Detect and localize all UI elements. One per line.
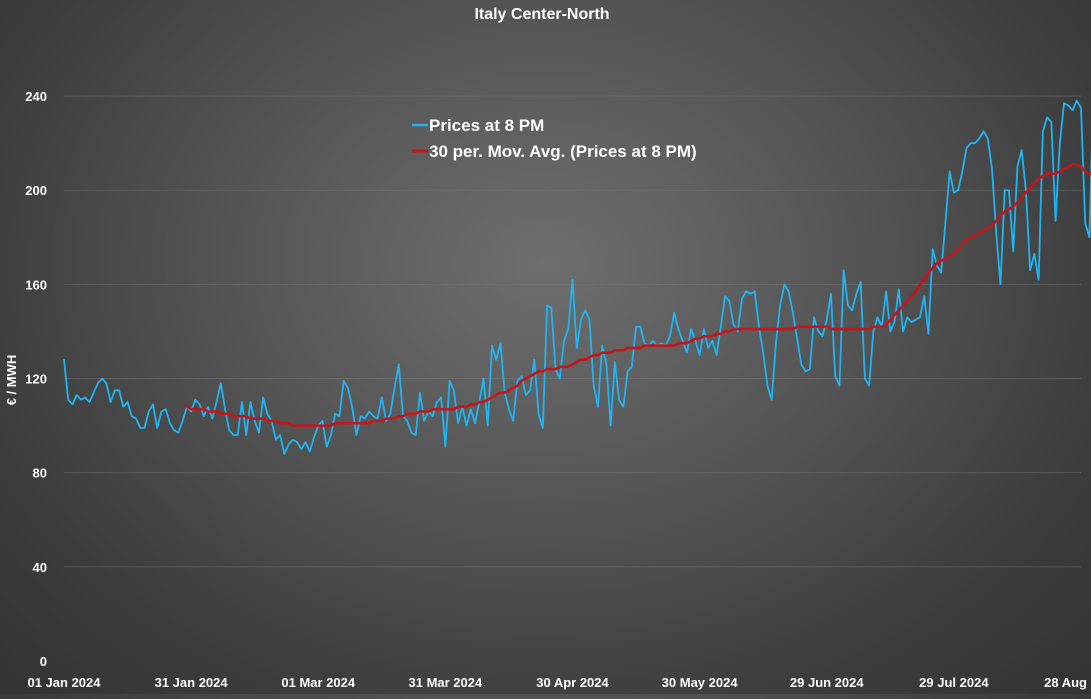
grid-lines [64, 95, 1081, 568]
y-tick-label: 80 [33, 466, 47, 481]
y-tick-label: 40 [33, 560, 47, 575]
x-tick-label: 01 Mar 2024 [281, 675, 355, 690]
y-tick-label: 120 [25, 372, 47, 387]
y-axis-ticks: 0 40 80 120 160 200 240 [25, 89, 47, 669]
x-axis-ticks: 01 Jan 2024 31 Jan 2024 01 Mar 2024 31 Mar … [27, 675, 1087, 690]
x-tick-label: 29 Jun 2024 [790, 675, 864, 690]
legend: Prices at 8 PM 30 per. Mov. Avg. (Prices… [412, 116, 697, 161]
y-tick-label: 160 [25, 277, 47, 292]
series-line-prices [63, 99, 1091, 455]
y-tick-label: 0 [40, 654, 47, 669]
y-axis-label: € / MWH [4, 355, 19, 406]
legend-label-prices: Prices at 8 PM [429, 116, 544, 135]
series-line-moving-avg [185, 163, 1091, 427]
x-tick-label: 31 Jan 2024 [155, 675, 229, 690]
x-tick-label: 29 Jul 2024 [919, 675, 989, 690]
series-group [63, 99, 1091, 455]
legend-label-moving-avg: 30 per. Mov. Avg. (Prices at 8 PM) [429, 142, 697, 161]
x-tick-label: 01 Jan 2024 [27, 675, 101, 690]
legend-item-moving-avg[interactable]: 30 per. Mov. Avg. (Prices at 8 PM) [412, 142, 697, 161]
y-tick-label: 200 [25, 183, 47, 198]
legend-item-prices[interactable]: Prices at 8 PM [412, 116, 544, 135]
chart-title: Italy Center-North [474, 6, 609, 23]
x-tick-label: 30 May 2024 [662, 675, 739, 690]
x-tick-label: 28 Aug [1044, 675, 1087, 690]
y-tick-label: 240 [25, 89, 47, 104]
x-tick-label: 30 Apr 2024 [536, 675, 609, 690]
x-tick-label: 31 Mar 2024 [409, 675, 483, 690]
